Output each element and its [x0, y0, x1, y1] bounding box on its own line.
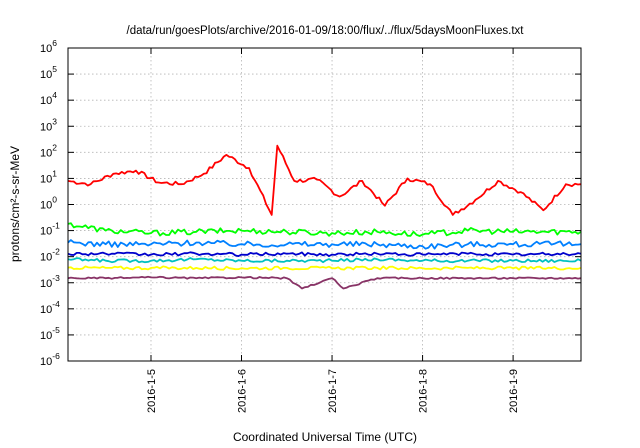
x-tick-label: 2016-1-7 — [327, 369, 339, 413]
series-line — [67, 144, 582, 216]
y-tick-label: 101 — [40, 168, 57, 185]
series-line — [67, 239, 582, 250]
y-tick-label: 10-2 — [40, 247, 60, 264]
y-axis-label-text: protons/cm²-s-sr-MeV — [8, 146, 22, 262]
series-line — [67, 251, 582, 257]
x-tick-label: 2016-1-8 — [418, 369, 430, 413]
series-line — [67, 275, 582, 290]
x-tick-label: 2016-1-5 — [146, 369, 158, 413]
x-tick-label: 2016-1-6 — [237, 369, 249, 413]
y-tick-label: 10-3 — [40, 273, 60, 290]
y-tick-label: 102 — [40, 142, 57, 159]
series-line — [67, 265, 582, 271]
series-layer — [67, 144, 582, 290]
y-tick-label: 103 — [40, 116, 57, 133]
y-tick-label: 10-6 — [40, 351, 60, 368]
y-tick-label: 106 — [40, 38, 57, 55]
y-tick-label: 10-1 — [40, 221, 60, 238]
series-line — [67, 257, 582, 264]
series-line — [67, 222, 582, 237]
grid — [68, 48, 581, 361]
chart-title: /data/run/goesPlots/archive/2016-01-09/1… — [127, 25, 525, 37]
ticks: 10-6 10-5 10-4 10-3 10-2 10-1 100 101 102 103 104 1… — [40, 38, 581, 413]
y-tick-label: 105 — [40, 64, 57, 81]
y-tick-label: 104 — [40, 90, 57, 107]
y-tick-label: 100 — [40, 195, 57, 212]
y-tick-label: 10-5 — [40, 325, 60, 342]
y-axis-label: protons/cm²-s-sr-MeV — [8, 146, 22, 262]
x-axis-label: Coordinated Universal Time (UTC) — [233, 430, 417, 444]
x-tick-label: 2016-1-9 — [508, 369, 520, 413]
y-tick-label: 10-4 — [40, 299, 60, 316]
